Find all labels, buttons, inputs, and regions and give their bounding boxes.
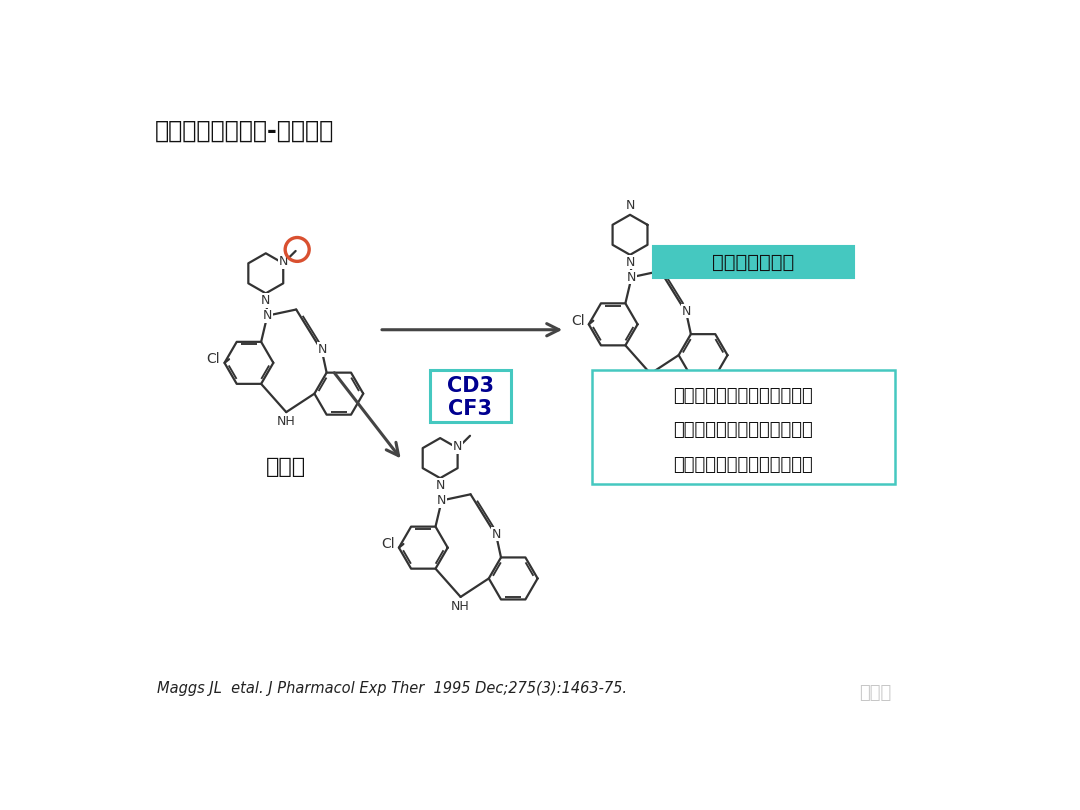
Text: 粒状白细胞减少: 粒状白细胞减少 [713,253,795,271]
Text: 可能可以消除严重的副作用。: 可能可以消除严重的副作用。 [674,456,813,474]
Text: CF3: CF3 [448,399,492,419]
Text: N: N [626,271,636,284]
Text: 药物结构改造提示-降低毒性: 药物结构改造提示-降低毒性 [154,119,334,143]
Text: NH: NH [642,377,660,390]
Text: Cl: Cl [381,537,394,551]
Text: N: N [262,309,272,322]
Text: N: N [435,479,445,492]
Text: N: N [279,255,288,268]
Text: 造主要毒性代谢产物的位点，: 造主要毒性代谢产物的位点， [674,421,813,439]
Text: N: N [681,305,691,318]
Text: Cl: Cl [206,352,220,366]
FancyBboxPatch shape [652,245,854,278]
Text: N: N [453,440,462,453]
Text: 研如王: 研如王 [859,684,891,701]
Text: N: N [261,294,270,307]
Text: 去甲氯氮平: 去甲氯氮平 [635,413,697,433]
Text: N: N [437,494,446,507]
Text: NH: NH [276,416,296,428]
Text: NH: NH [451,600,470,613]
Text: CD3: CD3 [447,376,494,396]
Text: Cl: Cl [571,313,584,328]
Text: N: N [625,256,635,269]
Text: N: N [491,528,501,541]
Text: 氯氮平: 氯氮平 [266,457,307,477]
Text: 根据药物自身特点，封闭或改: 根据药物自身特点，封闭或改 [674,386,813,405]
FancyBboxPatch shape [430,370,511,422]
Text: N: N [625,199,635,212]
Text: Maggs JL  etal. J Pharmacol Exp Ther  1995 Dec;275(3):1463-75.: Maggs JL etal. J Pharmacol Exp Ther 1995… [157,681,626,697]
Text: N: N [318,343,326,356]
FancyBboxPatch shape [592,370,894,484]
